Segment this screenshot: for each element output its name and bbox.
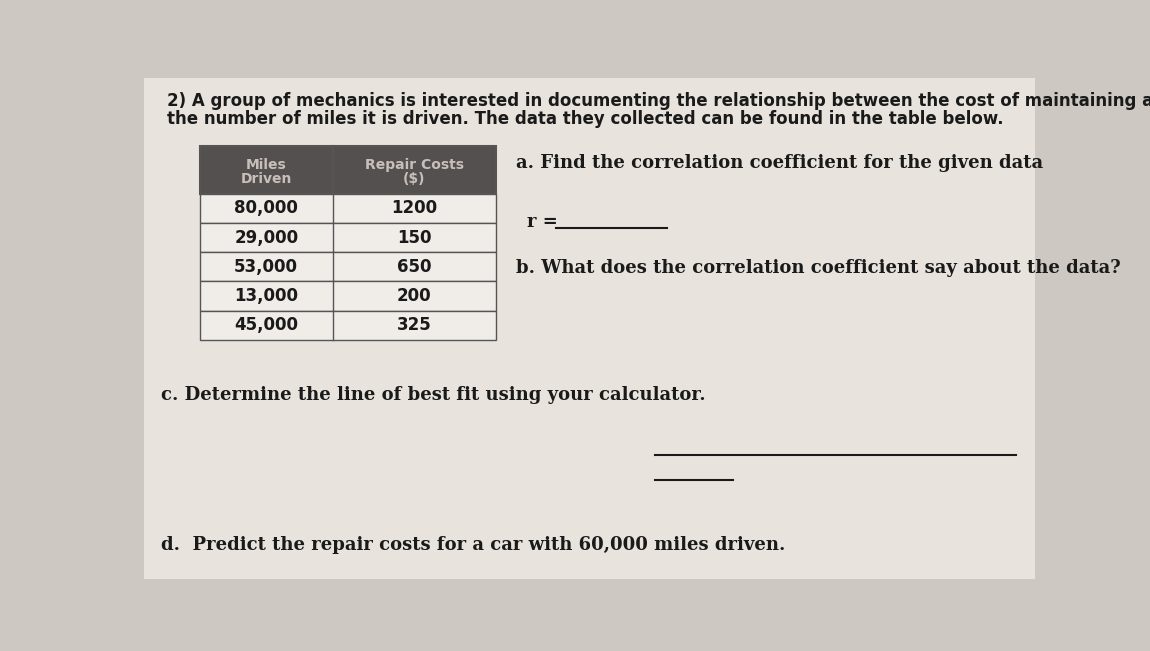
Bar	[200, 252, 496, 281]
Text: Miles: Miles	[246, 158, 286, 173]
Bar	[200, 223, 496, 252]
Bar	[200, 146, 496, 193]
Text: 650: 650	[397, 258, 431, 276]
Text: 200: 200	[397, 287, 431, 305]
Text: r =: r =	[528, 213, 565, 231]
Text: 80,000: 80,000	[235, 199, 298, 217]
Text: Repair Costs: Repair Costs	[365, 158, 463, 173]
Text: 29,000: 29,000	[235, 229, 298, 247]
Bar	[200, 193, 496, 223]
Text: 1200: 1200	[391, 199, 437, 217]
Text: c. Determine the line of best fit using your calculator.: c. Determine the line of best fit using …	[161, 386, 705, 404]
Text: 325: 325	[397, 316, 431, 335]
Text: Driven: Driven	[240, 172, 292, 186]
Text: d.  Predict the repair costs for a car with 60,000 miles driven.: d. Predict the repair costs for a car wi…	[161, 536, 785, 554]
Text: a. Find the correlation coefficient for the given data: a. Find the correlation coefficient for …	[515, 154, 1043, 172]
Text: 2) A group of mechanics is interested in documenting the relationship between th: 2) A group of mechanics is interested in…	[167, 92, 1150, 110]
Text: 13,000: 13,000	[235, 287, 298, 305]
Text: 53,000: 53,000	[235, 258, 298, 276]
Bar	[200, 311, 496, 340]
Bar	[200, 281, 496, 311]
Text: 150: 150	[397, 229, 431, 247]
Text: b. What does the correlation coefficient say about the data?: b. What does the correlation coefficient…	[515, 259, 1120, 277]
Text: 45,000: 45,000	[235, 316, 298, 335]
Text: ($): ($)	[402, 172, 426, 186]
Text: the number of miles it is driven. The data they collected can be found in the ta: the number of miles it is driven. The da…	[167, 111, 1004, 128]
